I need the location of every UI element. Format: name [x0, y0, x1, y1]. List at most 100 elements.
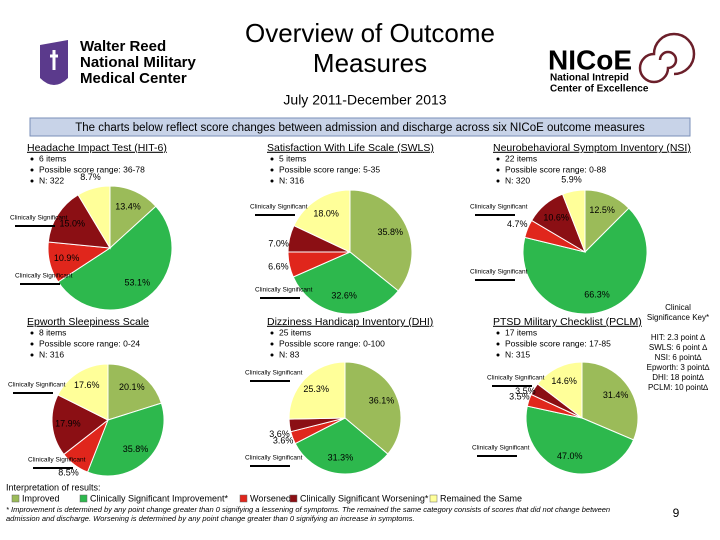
- chart-item: N: 316: [279, 175, 304, 185]
- callout: Clinically Significant: [28, 457, 86, 464]
- callout: Clinically Significant: [10, 215, 68, 222]
- pie-slice: [57, 205, 173, 311]
- banner-box: [29, 117, 691, 137]
- slice-label: 3.5%: [509, 391, 530, 401]
- bullet: [270, 157, 274, 161]
- pie-slice: [288, 361, 346, 420]
- callout: Clinically Significant: [470, 204, 528, 211]
- page-number: 9: [673, 506, 680, 520]
- slice-label: 15.0%: [60, 219, 86, 229]
- callout: Clinically Significant: [255, 287, 313, 294]
- bullet: [496, 331, 500, 335]
- bullet: [496, 157, 500, 161]
- slice-label: 32.6%: [331, 291, 357, 301]
- pie-slice: [293, 189, 351, 253]
- callout: Clinically Significant: [250, 204, 308, 211]
- bullet: [30, 179, 34, 183]
- chart-item: N: 322: [39, 175, 64, 185]
- legend-label: Remained the Same: [440, 493, 522, 503]
- pie-slice: [47, 194, 111, 249]
- slice-label: 17.9%: [55, 418, 81, 428]
- legend-swatch: [239, 494, 248, 503]
- legend-title: Interpretation of results:: [6, 482, 101, 492]
- callout: Clinically Significant: [487, 375, 545, 382]
- slice-label: 12.5%: [589, 205, 615, 215]
- slice-label: 47.0%: [557, 451, 583, 461]
- pie-slice: [51, 394, 109, 456]
- slice-label: 6.6%: [268, 261, 289, 271]
- chart-item: N: 315: [505, 349, 530, 359]
- legend-swatch: [429, 494, 438, 503]
- left-logo-text: Medical Center: [80, 70, 187, 87]
- chart-title: Epworth Sleepiness Scale: [27, 316, 149, 328]
- title: Overview of Outcome: [245, 18, 495, 48]
- bullet: [270, 342, 274, 346]
- pie-slice: [561, 189, 586, 253]
- slice-label: 8.7%: [80, 172, 101, 182]
- pie-slice: [107, 363, 163, 421]
- left-logo-text: Walter Reed: [80, 38, 166, 55]
- pie-slice: [344, 361, 402, 455]
- bullet: [496, 179, 500, 183]
- callout: Clinically Significant: [245, 370, 303, 377]
- pie-slice: [57, 363, 109, 421]
- callout: Clinically Significant: [472, 445, 530, 452]
- slice-label: 17.6%: [74, 380, 100, 390]
- chart-item: Possible score range: 0-24: [39, 338, 140, 348]
- bullet: [30, 168, 34, 172]
- key-line: NSI: 6 point∆: [655, 353, 702, 362]
- chart-item: Possible score range: 17-85: [505, 338, 611, 348]
- pie-slice: [536, 361, 583, 420]
- subtitle: July 2011-December 2013: [283, 92, 446, 108]
- pie-slice: [525, 405, 635, 475]
- slice-label: 13.4%: [115, 202, 141, 212]
- callout: Clinically Significant: [8, 382, 66, 389]
- bullet: [270, 179, 274, 183]
- slice-label: 31.4%: [603, 390, 629, 400]
- left-logo-cross: [50, 50, 58, 70]
- chart-item: N: 83: [279, 349, 300, 359]
- bullet: [30, 157, 34, 161]
- left-logo-text: National Military: [80, 54, 197, 71]
- key-line: DHI: 18 point∆: [652, 373, 704, 382]
- slice-label: 20.1%: [119, 382, 145, 392]
- slice-label: 53.1%: [125, 278, 151, 288]
- slice-label: 18.0%: [313, 209, 339, 219]
- chart-item: 25 items: [279, 327, 311, 337]
- pie-slice: [581, 361, 639, 441]
- slice-label: 5.9%: [561, 174, 582, 184]
- chart-title: PTSD Military Checklist (PCLM): [493, 316, 642, 328]
- pie-slice: [522, 207, 648, 315]
- slice-label: 3.6%: [273, 436, 294, 446]
- pie-slice: [86, 402, 165, 477]
- legend-swatch: [79, 494, 88, 503]
- chart-item: 8 items: [39, 327, 66, 337]
- chart-item: Possible score range: 0-100: [279, 338, 385, 348]
- callout: Clinically Significant: [15, 273, 73, 280]
- key-title: Significance Key*: [647, 313, 709, 322]
- bullet: [30, 342, 34, 346]
- banner: The charts below reflect score changes b…: [75, 122, 645, 134]
- slice-label: 7.0%: [268, 238, 289, 248]
- slice-label: 10.9%: [54, 253, 80, 263]
- slice-label: 10.6%: [543, 212, 569, 222]
- slice-label: 3.6%: [269, 429, 290, 439]
- slice-label: 8.5%: [58, 467, 79, 477]
- chart-item: N: 316: [39, 349, 64, 359]
- right-logo-text: National Intrepid: [550, 73, 629, 84]
- legend-label: Improved: [22, 493, 60, 503]
- legend-label: Clinically Significant Worsening*: [300, 493, 429, 503]
- slice-label: 25.3%: [303, 384, 329, 394]
- key-box: [640, 300, 716, 400]
- slice-label: 35.8%: [123, 444, 149, 454]
- callout: Clinically Significant: [245, 455, 303, 462]
- pie-slice: [349, 189, 413, 292]
- bullet: [270, 331, 274, 335]
- chart-item: 22 items: [505, 153, 537, 163]
- legend-note: * Improvement is determined by any point…: [6, 505, 611, 523]
- key-line: SWLS: 6 point ∆: [649, 343, 707, 352]
- key-line: HIT: 2.3 point ∆: [651, 333, 705, 342]
- chart-item: Possible score range: 36-78: [39, 164, 145, 174]
- chart-title: Neurobehavioral Symptom Inventory (NSI): [493, 142, 691, 154]
